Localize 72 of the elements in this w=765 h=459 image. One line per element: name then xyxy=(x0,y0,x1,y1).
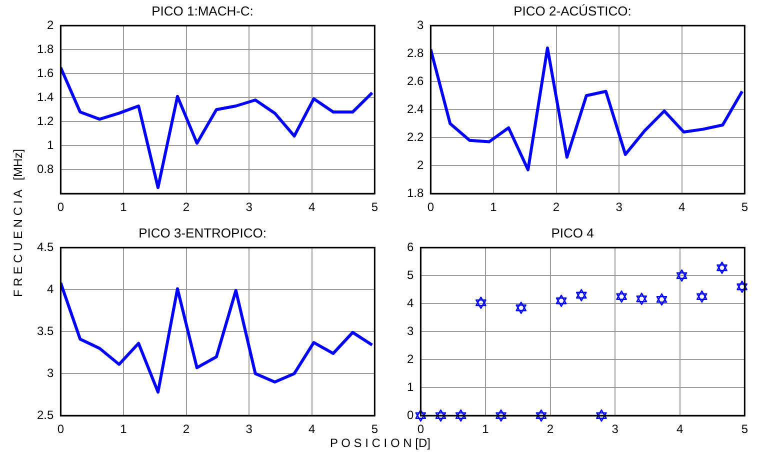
point xyxy=(476,296,486,309)
y-tick-label: 4 xyxy=(46,282,54,296)
x-tick-label: 4 xyxy=(308,422,316,436)
y-tick-label: 5 xyxy=(406,268,414,282)
y-tick-label: 3 xyxy=(46,366,54,380)
x-tick-label: 5 xyxy=(741,200,748,214)
y-tick-label: 2.4 xyxy=(406,102,424,116)
point xyxy=(716,262,728,274)
y-tick-label: 2 xyxy=(406,352,414,366)
x-tick-label: 2 xyxy=(552,200,560,214)
point xyxy=(556,294,567,307)
y-tick-label: 6 xyxy=(406,240,414,254)
point xyxy=(415,409,426,422)
x-tick-label: 3 xyxy=(612,422,619,436)
y-tick-label: 0.8 xyxy=(36,162,54,176)
point xyxy=(736,280,748,293)
chart-title: PICO 4 xyxy=(551,225,594,240)
point xyxy=(676,269,688,282)
x-axis-title: P O S I C I O N [D] xyxy=(330,436,430,450)
y-tick-label: 3 xyxy=(416,18,424,32)
y-tick-label: 1 xyxy=(406,380,414,394)
x-tick-label: 3 xyxy=(616,200,623,214)
x-tick-label: 2 xyxy=(546,422,554,436)
point xyxy=(496,409,506,422)
x-tick-label: 2 xyxy=(182,422,190,436)
point xyxy=(616,290,627,303)
y-tick-label: 2.5 xyxy=(36,408,54,422)
point xyxy=(636,292,648,305)
x-tick-label: 0 xyxy=(427,200,434,214)
point xyxy=(435,409,446,422)
y-axis-title: F R E C U E N C I A [MHz] xyxy=(11,148,25,300)
chart-title: PICO 1:MACH-C: xyxy=(152,3,254,18)
y-tick-label: 2.8 xyxy=(406,46,424,60)
x-tick-label: 1 xyxy=(120,200,128,214)
y-tick-label: 1.8 xyxy=(36,42,54,56)
x-tick-label: 1 xyxy=(482,422,490,436)
x-tick-label: 4 xyxy=(308,200,316,214)
y-tick-label: 2.6 xyxy=(406,74,424,88)
y-tick-label: 2.2 xyxy=(406,130,424,144)
x-tick-label: 5 xyxy=(371,422,378,436)
x-tick-label: 3 xyxy=(246,200,253,214)
x-tick-label: 5 xyxy=(741,422,748,436)
y-tick-label: 2 xyxy=(46,18,54,32)
x-tick-label: 4 xyxy=(676,422,684,436)
x-tick-label: 1 xyxy=(490,200,498,214)
chart-title: PICO 3-ENTROPICO: xyxy=(138,225,266,240)
x-tick-label: 0 xyxy=(57,200,64,214)
point xyxy=(455,409,466,422)
point xyxy=(656,293,668,306)
y-tick-label: 1.2 xyxy=(36,114,54,128)
y-tick-label: 2 xyxy=(416,158,424,172)
x-tick-label: 1 xyxy=(120,422,128,436)
y-tick-label: 1.8 xyxy=(406,186,424,200)
x-tick-label: 4 xyxy=(678,200,686,214)
point xyxy=(696,290,708,303)
x-tick-label: 5 xyxy=(371,200,378,214)
point xyxy=(516,302,527,314)
x-tick-label: 2 xyxy=(182,200,190,214)
point xyxy=(576,289,587,302)
y-tick-label: 0 xyxy=(406,408,414,422)
x-tick-label: 3 xyxy=(246,422,253,436)
y-tick-label: 3 xyxy=(406,324,414,338)
y-tick-label: 4.5 xyxy=(36,240,54,254)
point xyxy=(596,409,607,422)
y-tick-label: 3.5 xyxy=(36,324,54,338)
y-tick-label: 1.4 xyxy=(36,90,54,104)
y-tick-label: 1 xyxy=(46,138,54,152)
y-tick-label: 4 xyxy=(406,296,414,310)
y-tick-label: 1.6 xyxy=(36,66,54,80)
chart-title: PICO 2-ACÚSTICO: xyxy=(514,3,632,18)
x-tick-label: 0 xyxy=(57,422,64,436)
point xyxy=(536,409,547,422)
